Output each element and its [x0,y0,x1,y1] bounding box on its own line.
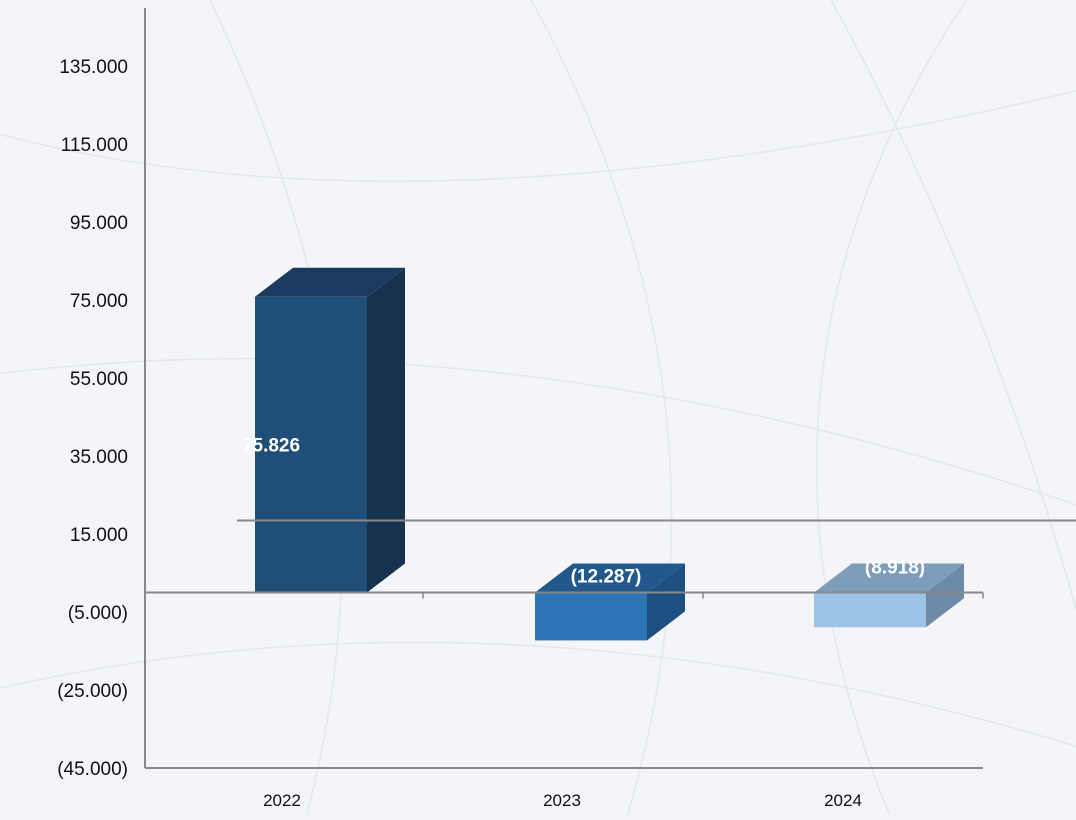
bar-side-face [647,563,685,641]
y-tick-label: (45.000) [57,759,128,780]
bar-2023 [535,563,685,641]
bar-front-face [814,592,926,628]
background-curve [815,0,968,820]
data-label-2023: (12.287) [571,567,642,588]
bar-2022 [255,267,405,593]
data-labels: 75.826 (12.287) (8.918) [242,436,925,588]
y-tick-label: 55.000 [70,369,128,390]
bar-top-face [814,563,964,593]
background-curve [0,357,1076,506]
bar-2024 [814,563,964,628]
data-label-2024: (8.918) [865,558,925,579]
background-curve [0,89,1076,182]
bar-side-face [926,563,964,628]
bar-top-face [255,267,405,297]
y-axis-ticks: 135.000 115.000 95.000 75.000 55.000 35.000 15… [57,57,128,780]
bar-top-face [535,563,685,593]
background-curve [830,0,1076,613]
x-axis-labels: 2022 2023 2024 [263,791,862,810]
y-tick-label: 95.000 [70,213,128,234]
zero-baseline [145,519,1076,599]
x-category-label: 2022 [263,791,301,810]
background-curve [0,641,1076,748]
y-tick-label: 135.000 [59,57,128,78]
y-tick-label: 15.000 [70,525,128,546]
axes [144,8,983,769]
data-label-2022: 75.826 [242,436,300,457]
y-tick-label: 75.000 [70,291,128,312]
y-tick-label: (5.000) [68,603,128,624]
bars [255,267,964,641]
bar-side-face [367,267,405,593]
bar-front-face [255,296,367,593]
x-category-label: 2023 [543,791,581,810]
bar-front-face [535,592,647,641]
y-tick-label: 115.000 [61,135,128,156]
y-tick-label: 35.000 [70,447,128,468]
y-tick-label: (25.000) [57,681,128,702]
x-category-label: 2024 [824,791,862,810]
background-curve [530,0,673,820]
